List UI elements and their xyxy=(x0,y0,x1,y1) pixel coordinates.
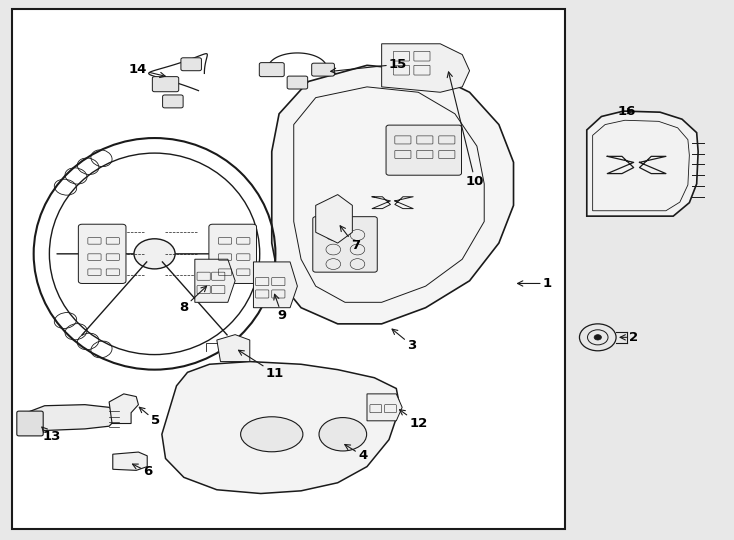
Text: 15: 15 xyxy=(331,58,407,73)
Polygon shape xyxy=(195,259,235,302)
Polygon shape xyxy=(217,335,250,362)
Text: 8: 8 xyxy=(179,286,206,314)
Polygon shape xyxy=(316,194,352,243)
FancyBboxPatch shape xyxy=(17,411,43,436)
FancyBboxPatch shape xyxy=(153,77,178,92)
Text: 5: 5 xyxy=(139,407,160,427)
Ellipse shape xyxy=(134,239,175,269)
Polygon shape xyxy=(23,404,117,430)
FancyBboxPatch shape xyxy=(312,63,335,76)
Ellipse shape xyxy=(319,417,367,451)
FancyBboxPatch shape xyxy=(209,224,256,284)
Polygon shape xyxy=(253,262,297,308)
Circle shape xyxy=(594,335,601,340)
FancyBboxPatch shape xyxy=(313,217,377,272)
Text: 6: 6 xyxy=(133,464,153,478)
Text: 4: 4 xyxy=(345,444,368,462)
Polygon shape xyxy=(367,394,402,421)
FancyBboxPatch shape xyxy=(259,63,284,77)
Text: 13: 13 xyxy=(42,427,61,443)
Polygon shape xyxy=(586,111,698,216)
Text: 12: 12 xyxy=(399,410,428,430)
Polygon shape xyxy=(272,65,514,324)
Text: 14: 14 xyxy=(129,63,165,78)
Polygon shape xyxy=(382,44,470,92)
FancyBboxPatch shape xyxy=(386,125,462,175)
Text: 10: 10 xyxy=(447,72,484,187)
Bar xyxy=(12,9,564,529)
Text: 2: 2 xyxy=(620,331,639,344)
FancyBboxPatch shape xyxy=(79,224,126,284)
Polygon shape xyxy=(109,394,139,423)
Text: 7: 7 xyxy=(340,226,360,252)
Polygon shape xyxy=(162,362,400,494)
Polygon shape xyxy=(113,452,148,470)
Text: 1: 1 xyxy=(517,277,552,290)
Text: 16: 16 xyxy=(618,105,636,118)
Text: 3: 3 xyxy=(392,329,416,352)
Text: 11: 11 xyxy=(239,350,284,380)
FancyBboxPatch shape xyxy=(181,58,201,71)
Ellipse shape xyxy=(241,417,303,452)
FancyBboxPatch shape xyxy=(287,76,308,89)
Text: 9: 9 xyxy=(274,294,287,322)
FancyBboxPatch shape xyxy=(163,95,183,108)
